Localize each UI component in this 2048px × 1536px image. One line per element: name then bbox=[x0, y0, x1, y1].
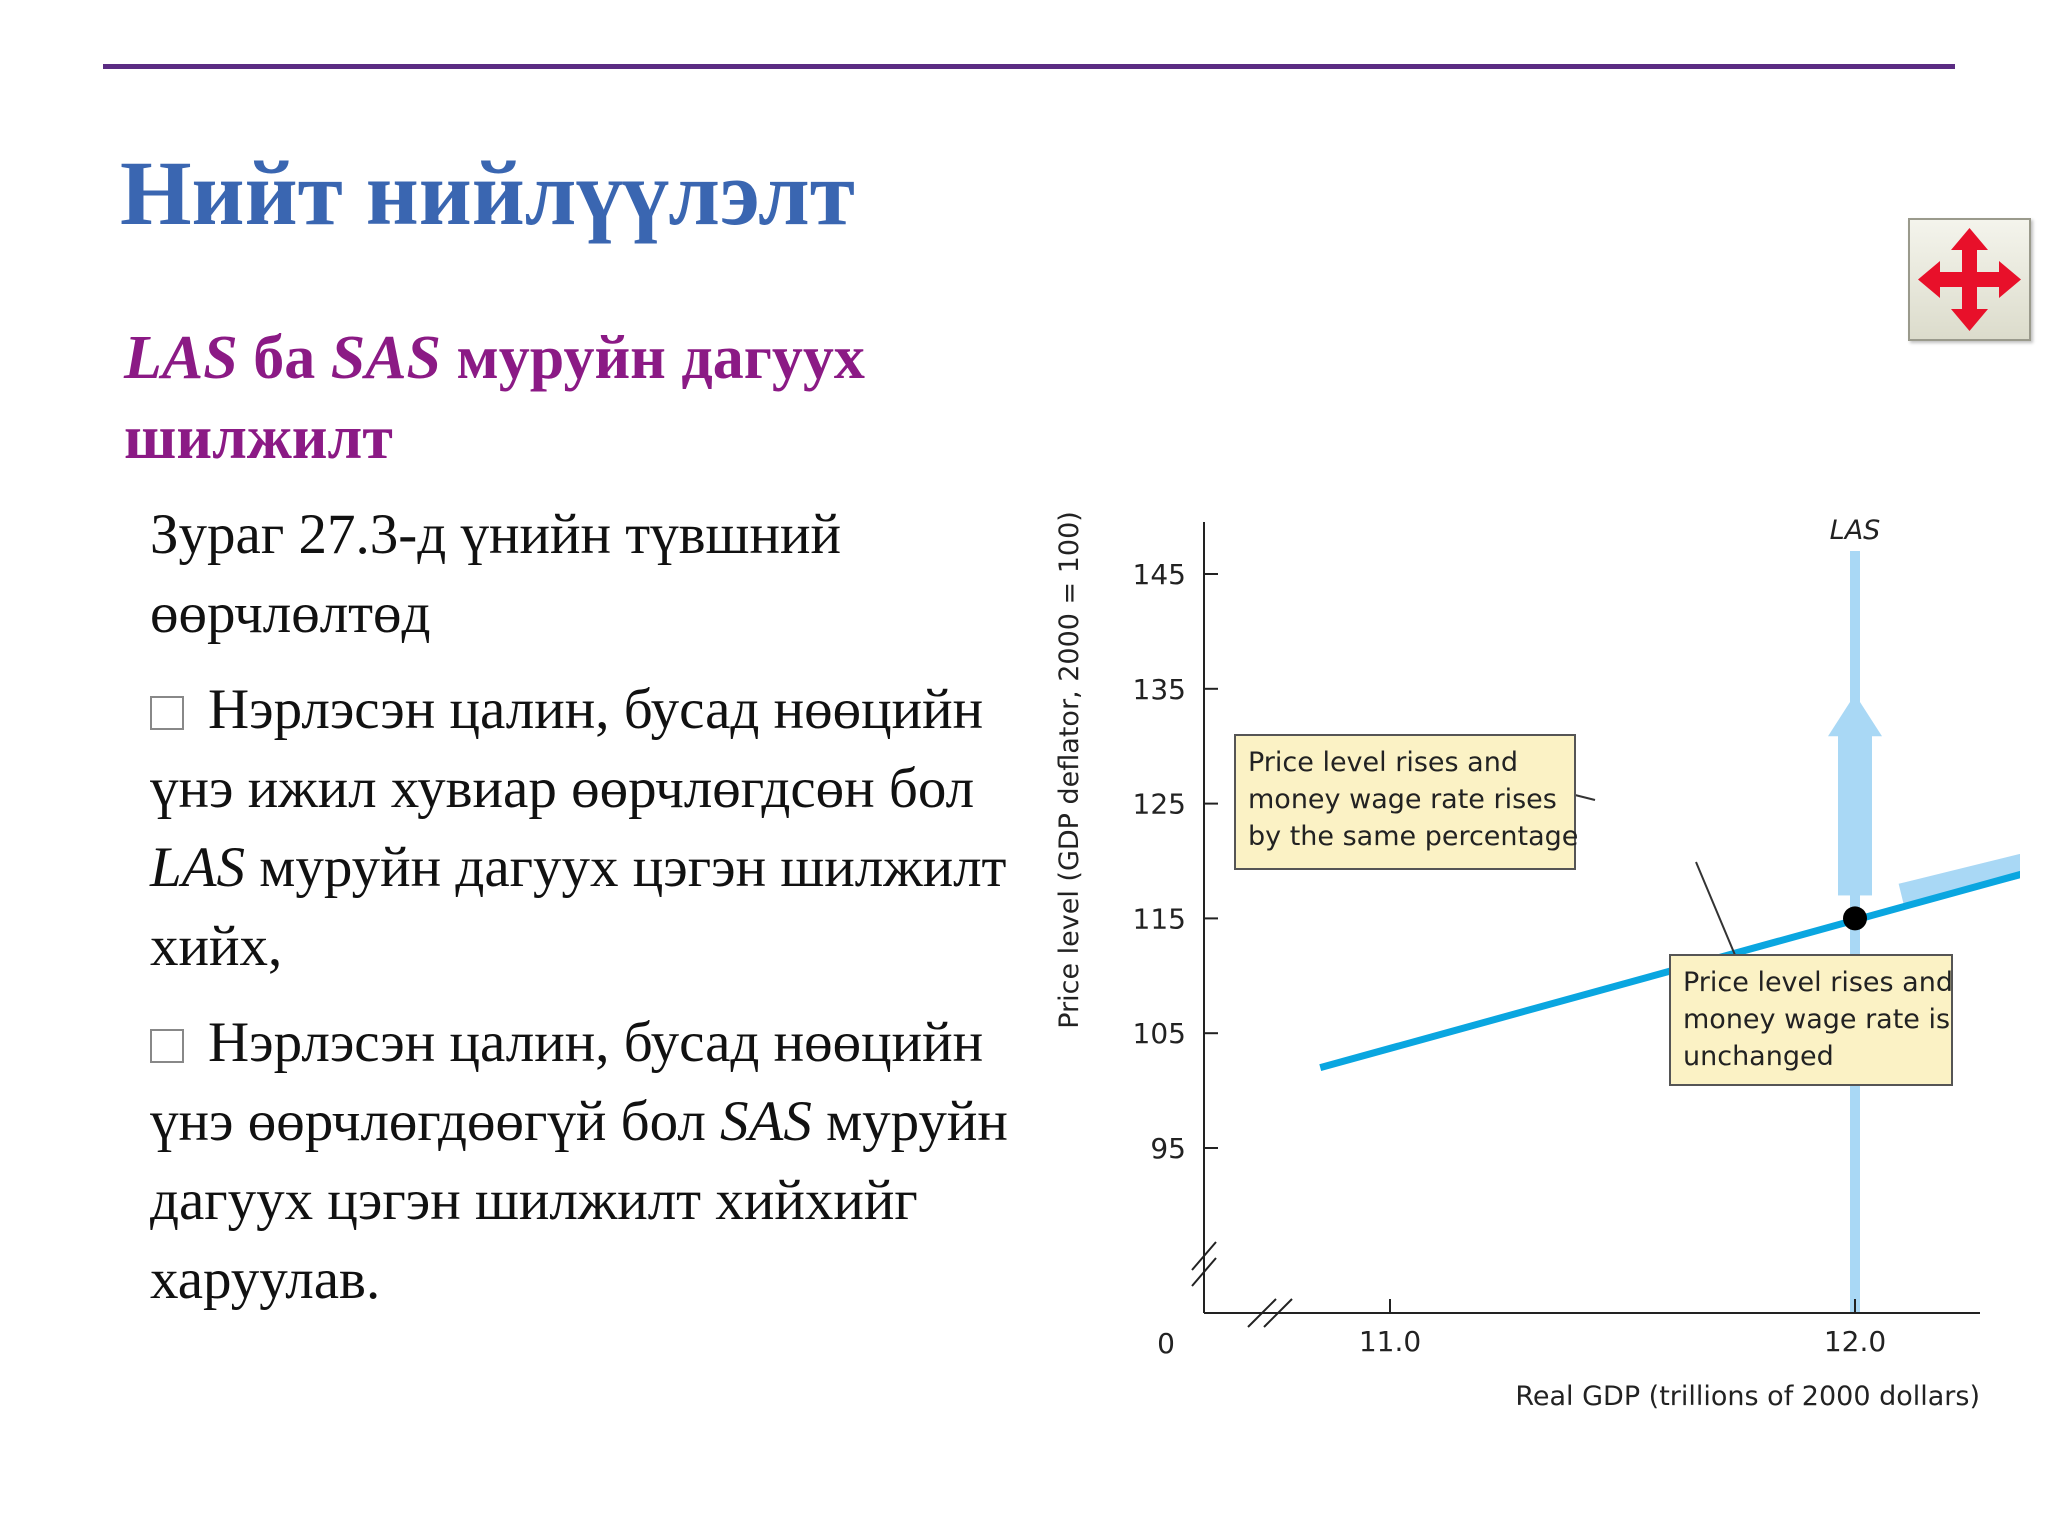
slide-body: Зураг 27.3-д үнийн түвшний өөрчлөлтөд Нэ… bbox=[150, 495, 1010, 1319]
annotation-leader bbox=[1574, 794, 1596, 801]
y-tick-label: 95 bbox=[1150, 1132, 1186, 1165]
y-axis-break bbox=[1191, 1257, 1217, 1287]
slide-title: Нийт нийлүүлэлт bbox=[120, 142, 855, 244]
y-tick-label: 145 bbox=[1133, 558, 1186, 591]
x-axis-label: Real GDP (trillions of 2000 dollars) bbox=[1515, 1381, 1980, 1412]
four-way-arrow-icon bbox=[1918, 228, 2021, 331]
x-tick-label: 12.0 bbox=[1824, 1325, 1886, 1358]
annotation-text: money wage rate is bbox=[1683, 1004, 1950, 1035]
sas-curve bbox=[1319, 870, 2020, 1072]
y-axis-break bbox=[1191, 1241, 1217, 1271]
las-sas-chart: LASSAS9510511512513514511.012.013.00Real… bbox=[1054, 511, 2020, 1412]
chart-content: LASSAS9510511512513514511.012.013.00Real… bbox=[1054, 511, 2020, 1412]
annotation-text: Price level rises and bbox=[1248, 747, 1518, 778]
top-rule bbox=[103, 64, 1955, 69]
subtitle-sas: SAS bbox=[330, 324, 442, 392]
annotation-text: unchanged bbox=[1683, 1041, 1834, 1072]
y-axis-label: Price level (GDP deflator, 2000 = 100) bbox=[1054, 511, 1085, 1029]
y-tick-label: 135 bbox=[1133, 673, 1186, 706]
intro-paragraph: Зураг 27.3-д үнийн түвшний өөрчлөлтөд bbox=[150, 503, 841, 645]
bullet2-text2: муруйн дагуух цэгэн шилжилт хийхийг хару… bbox=[150, 1090, 1008, 1311]
slide-subtitle: LAS ба SAS муруйн дагуух шилжилт bbox=[124, 318, 1024, 478]
bullet1-text2: муруйн дагуух цэгэн шилжилт хийх, bbox=[150, 836, 1007, 978]
sas-arrow bbox=[1898, 853, 2020, 908]
y-tick-label: 115 bbox=[1133, 902, 1186, 935]
annotation-text: Price level rises and bbox=[1683, 967, 1953, 998]
bullet1-italic: LAS bbox=[150, 836, 246, 899]
bullet2-italic: SAS bbox=[720, 1090, 812, 1153]
bullet-paragraph-1: Нэрлэсэн цалин, бусад нөөцийн үнэ ижил х… bbox=[150, 670, 1010, 986]
bullet-paragraph-2: Нэрлэсэн цалин, бусад нөөцийн үнэ өөрчлө… bbox=[150, 1003, 1010, 1319]
annotation-leader bbox=[1695, 861, 1736, 956]
bullet-box-icon bbox=[150, 696, 184, 730]
annotation-box bbox=[1234, 734, 1576, 870]
bullet-box-icon bbox=[150, 1029, 184, 1063]
las-label: LAS bbox=[1830, 515, 1881, 546]
x-tick-label: 11.0 bbox=[1359, 1325, 1421, 1358]
subtitle-las: LAS bbox=[124, 324, 238, 392]
annotation-text: money wage rate rises bbox=[1248, 784, 1557, 815]
x-axis-break bbox=[1263, 1298, 1293, 1328]
navigation-button[interactable] bbox=[1908, 218, 2031, 341]
bullet2-text1: Нэрлэсэн цалин, бусад нөөцийн үнэ өөрчлө… bbox=[150, 1011, 984, 1153]
origin-label: 0 bbox=[1157, 1327, 1175, 1360]
annotation-box bbox=[1669, 954, 1953, 1086]
equilibrium-point bbox=[1843, 906, 1867, 931]
y-tick-label: 125 bbox=[1133, 788, 1186, 821]
x-axis-break bbox=[1247, 1298, 1277, 1328]
bullet1-text1: Нэрлэсэн цалин, бусад нөөцийн үнэ ижил х… bbox=[150, 678, 984, 820]
annotation-text: by the same percentage bbox=[1248, 821, 1578, 852]
subtitle-rest: муруйн дагуух шилжилт bbox=[124, 324, 865, 472]
subtitle-conjunction: ба bbox=[237, 324, 331, 392]
y-tick-label: 105 bbox=[1133, 1017, 1186, 1050]
